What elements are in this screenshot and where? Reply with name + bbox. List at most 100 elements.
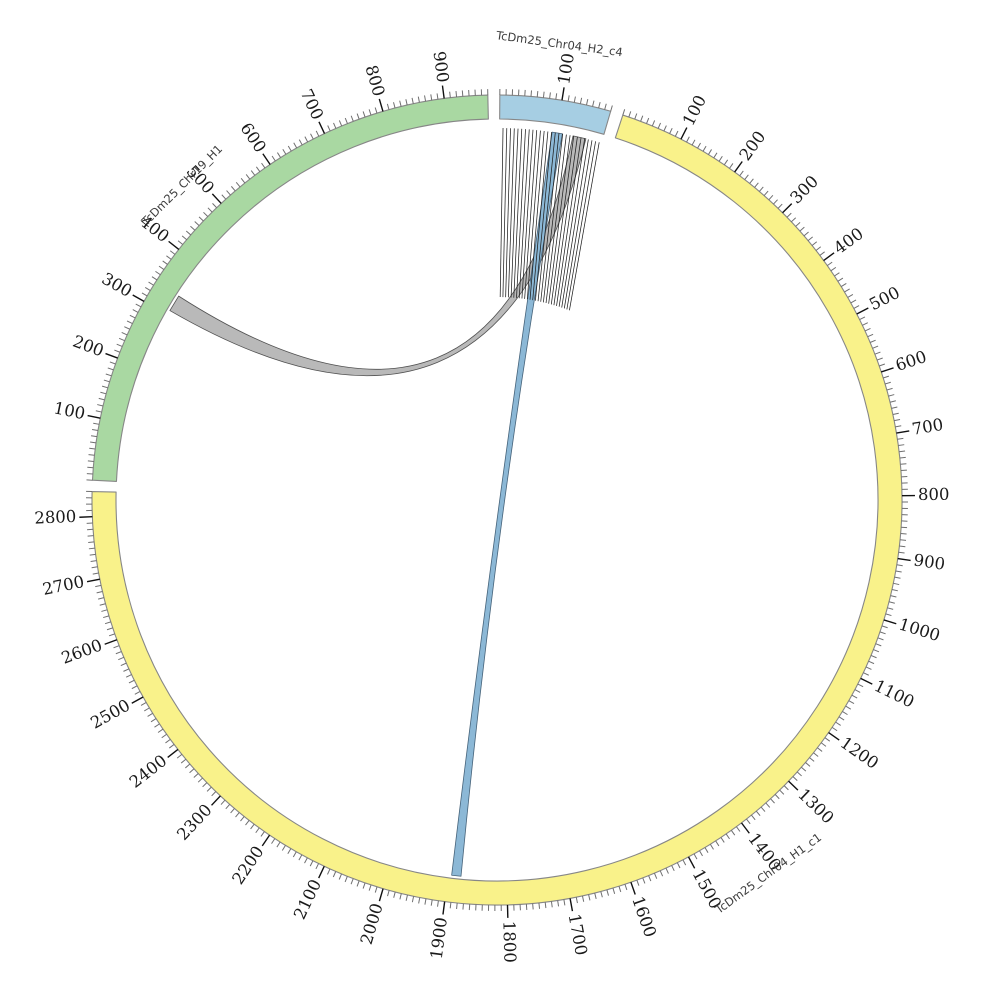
fan-line: [553, 136, 578, 306]
minor-tick: [586, 99, 589, 106]
minor-tick: [105, 373, 112, 377]
minor-tick: [575, 897, 578, 904]
tick-label: 2000: [357, 901, 387, 947]
major-tick: [881, 367, 894, 373]
minor-tick: [129, 314, 136, 319]
minor-tick: [212, 203, 218, 209]
minor-tick: [891, 588, 898, 592]
minor-tick: [93, 422, 100, 425]
minor-tick: [801, 766, 807, 772]
minor-tick: [356, 113, 360, 120]
tick-label: 600: [893, 347, 929, 375]
minor-tick: [598, 102, 601, 109]
tick-label: 1600: [628, 894, 660, 940]
minor-tick: [899, 539, 907, 541]
minor-tick: [893, 582, 900, 586]
minor-tick: [461, 90, 464, 97]
minor-tick: [796, 771, 802, 777]
minor-tick: [783, 785, 789, 791]
minor-tick: [240, 178, 246, 184]
minor-tick: [456, 902, 458, 910]
major-tick: [262, 153, 271, 165]
major-tick: [897, 557, 911, 562]
minor-tick: [99, 603, 106, 606]
major-tick: [168, 240, 180, 250]
minor-tick: [850, 299, 857, 304]
minor-tick: [567, 95, 570, 102]
minor-tick: [207, 207, 213, 213]
minor-tick: [154, 723, 160, 728]
tick-label: 2100: [290, 876, 325, 922]
minor-tick: [114, 349, 121, 353]
tick-label: 700: [297, 86, 328, 123]
minor-tick: [92, 428, 99, 431]
minor-tick: [612, 887, 616, 894]
minor-tick: [89, 553, 96, 556]
minor-tick: [854, 689, 861, 693]
fan-line: [561, 139, 589, 308]
minor-tick: [715, 840, 720, 847]
minor-tick: [368, 109, 372, 116]
minor-tick: [235, 812, 240, 818]
minor-tick: [147, 712, 153, 717]
major-tick: [318, 121, 326, 134]
minor-tick: [276, 152, 282, 158]
minor-tick: [374, 886, 378, 893]
minor-tick: [891, 406, 898, 409]
minor-tick: [674, 130, 679, 137]
tick-label: 100: [679, 92, 710, 129]
minor-tick: [898, 444, 905, 446]
minor-tick: [653, 872, 658, 879]
minor-tick: [857, 683, 864, 688]
minor-tick: [770, 798, 775, 804]
fan-line: [516, 129, 526, 298]
minor-tick: [768, 195, 774, 201]
tick-label: 1900: [427, 916, 451, 960]
minor-tick: [203, 211, 209, 217]
minor-tick: [92, 572, 99, 575]
minor-tick: [592, 100, 595, 107]
tick-label: 600: [236, 119, 269, 156]
minor-tick: [125, 674, 132, 678]
minor-tick: [449, 902, 452, 909]
minor-tick: [350, 878, 354, 885]
minor-tick: [260, 831, 265, 837]
minor-tick: [405, 99, 408, 106]
minor-tick: [884, 381, 891, 385]
minor-tick: [230, 186, 236, 192]
fan-line: [518, 129, 530, 299]
minor-tick: [897, 437, 904, 440]
minor-tick: [634, 113, 638, 120]
minor-tick: [151, 276, 158, 281]
minor-tick: [90, 441, 97, 444]
minor-tick: [887, 607, 894, 610]
tick-label: 400: [830, 224, 867, 258]
minor-tick: [864, 328, 871, 332]
major-tick: [561, 87, 565, 101]
minor-tick: [108, 633, 115, 637]
minor-tick: [751, 814, 756, 821]
minor-tick: [838, 716, 845, 721]
minor-tick: [96, 591, 103, 594]
minor-tick: [837, 277, 844, 282]
major-tick: [442, 901, 446, 915]
minor-tick: [624, 884, 628, 891]
tick-label: 1100: [871, 676, 917, 712]
minor-tick: [176, 753, 183, 759]
minor-tick: [671, 865, 675, 872]
fan-line: [545, 134, 567, 304]
minor-tick: [287, 145, 292, 152]
minor-tick: [867, 333, 874, 338]
minor-tick: [430, 899, 433, 906]
major-tick: [105, 352, 118, 359]
minor-tick: [791, 217, 797, 223]
minor-tick: [729, 163, 734, 169]
segment-band-chr19: [91, 94, 489, 482]
major-tick: [378, 888, 384, 902]
minor-tick: [765, 802, 771, 808]
minor-tick: [581, 895, 585, 902]
minor-tick: [181, 235, 188, 241]
minor-tick: [298, 139, 303, 146]
